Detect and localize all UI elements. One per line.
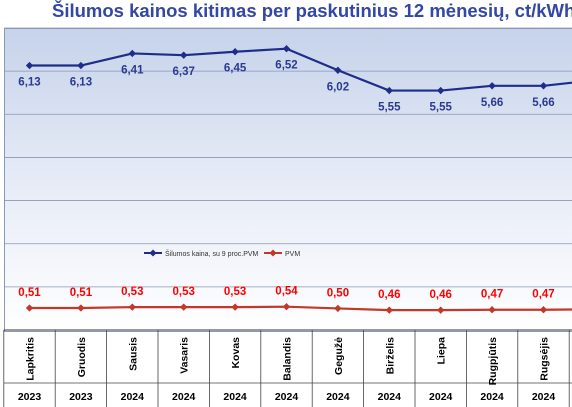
data-point <box>539 82 548 90</box>
year-label: 2024 <box>480 391 504 403</box>
year-label: 2024 <box>429 391 453 403</box>
data-point <box>231 303 239 311</box>
tick-label: Balandis <box>282 337 294 381</box>
tick-label: Lapkritis <box>25 337 37 381</box>
x-axis: Lapkritis 2023 Gruodis 2023 Sausis 2024 Vasari… <box>3 329 572 407</box>
data-point <box>25 304 34 312</box>
year-label: 2024 <box>275 391 299 403</box>
data-point <box>334 66 342 74</box>
data-label: 6,41 <box>121 64 144 76</box>
year-label: 2024 <box>532 391 556 403</box>
legend-entry: Šilumos kaina, su 9 proc.PVM <box>165 249 259 258</box>
data-label: 0,53 <box>121 286 143 298</box>
data-label: 5,66 <box>532 97 554 109</box>
data-point <box>437 306 445 314</box>
data-point <box>539 306 548 314</box>
year-label: 2024 <box>121 391 145 403</box>
data-label: 0,46 <box>378 289 400 301</box>
series-0: 6,13 6,13 6,41 6,37 6,45 6,52 6,02 5,55 5,55 5,66… <box>18 45 572 114</box>
year-label: 2024 <box>223 391 247 403</box>
tick-label: Kovas <box>230 337 242 369</box>
data-point <box>385 86 393 95</box>
year-label: 2023 <box>18 391 42 403</box>
data-point <box>282 45 291 53</box>
data-label: 0,50 <box>327 287 349 299</box>
chart-title: Šilumos kainos kitimas per paskutinius 1… <box>52 0 572 21</box>
tick-label: Gruodis <box>76 337 88 377</box>
year-label: 2024 <box>172 391 196 403</box>
tick-label: Sausis <box>127 337 139 371</box>
series-group: 6,13 6,13 6,41 6,37 6,45 6,52 6,02 5,55 5,55 5,66… <box>18 45 572 314</box>
data-point <box>231 48 239 56</box>
data-label: 0,47 <box>481 289 503 301</box>
tick-label: Vasaris <box>179 337 191 374</box>
series-line <box>29 305 572 312</box>
data-point <box>180 51 188 59</box>
legend: Šilumos kaina, su 9 proc.PVM PVM <box>144 249 300 258</box>
data-point <box>77 61 85 70</box>
tick-label: Rugsėjis <box>539 337 551 381</box>
data-label: 6,52 <box>275 60 297 72</box>
data-point <box>488 82 496 90</box>
data-label: 0,51 <box>18 287 41 299</box>
series-1: 0,51 0,51 0,53 0,53 0,53 0,54 0,50 0,46 0,46 0,47… <box>18 286 572 314</box>
data-label: 6,37 <box>173 66 195 78</box>
data-label: 6,45 <box>224 63 247 75</box>
data-point <box>488 306 496 314</box>
data-point <box>334 304 342 313</box>
data-point <box>437 86 445 95</box>
legend-marker <box>149 249 157 257</box>
gridlines <box>4 27 572 331</box>
series-line <box>29 47 572 92</box>
data-label: 0,54 <box>275 286 298 298</box>
year-label: 2024 <box>378 391 402 403</box>
data-label: 5,66 <box>481 97 503 109</box>
data-point <box>77 304 85 312</box>
year-label: 2024 <box>326 391 350 403</box>
data-point <box>180 303 188 311</box>
data-point <box>282 303 291 311</box>
data-label: 6,13 <box>18 77 40 89</box>
data-label: 6,13 <box>70 77 92 89</box>
data-label: 6,02 <box>327 81 349 93</box>
data-label: 0,46 <box>430 289 452 301</box>
data-point <box>128 303 136 311</box>
data-label: 0,51 <box>70 287 93 299</box>
data-point <box>25 61 34 70</box>
data-label: 5,55 <box>378 102 401 114</box>
data-label: 0,53 <box>224 286 246 298</box>
legend-marker <box>269 249 277 257</box>
tick-label: Rugpjūtis <box>487 337 499 386</box>
data-point <box>128 49 136 58</box>
data-label: 5,55 <box>430 102 453 114</box>
year-label: 2023 <box>69 391 93 403</box>
tick-label: Gegužė <box>333 337 345 375</box>
legend-entry: PVM <box>285 251 300 258</box>
data-point <box>385 306 393 314</box>
tick-label: Liepa <box>436 337 448 365</box>
data-label: 0,53 <box>173 286 195 298</box>
data-label: 0,47 <box>532 289 554 301</box>
tick-label: Birželis <box>384 337 396 375</box>
plot-area <box>4 28 572 332</box>
